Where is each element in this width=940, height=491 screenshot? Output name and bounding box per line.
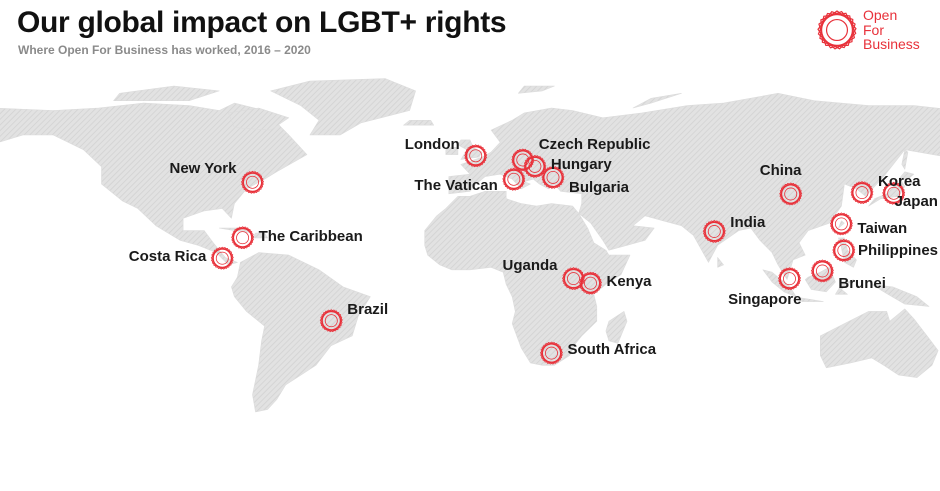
location-markers [210,144,906,365]
label-japan: Japan [894,193,938,211]
open-for-business-logo: Open For Business [815,6,935,54]
landmass-ireland [445,147,459,155]
landmass-new-guinea [871,284,930,307]
label-uganda: Uganda [502,256,558,274]
marker-brazil [319,309,343,333]
page-title: Our global impact on LGBT+ rights [17,6,507,39]
landmass-sri-lanka [717,257,724,268]
label-czech-republic: Czech Republic [538,136,651,153]
landmass-eurasia [448,93,940,280]
landmass-java [792,296,824,302]
label-brunei: Brunei [838,275,886,292]
marker-hungary [523,154,547,178]
landmass-taiwan [838,220,845,229]
landmass-baffin [228,107,290,131]
landmass-south-america [231,252,371,413]
logo-word-for: For [863,21,884,38]
landmass-hispaniola [252,232,268,239]
landmass-hokkaido [898,171,915,180]
landmass-novaya [632,93,682,109]
marker-the-caribbean [231,226,255,250]
marker-south-africa [540,341,563,365]
marker-the-vatican [502,167,526,191]
landmass-greenland [270,78,416,136]
label-brazil: Brazil [347,300,389,318]
label-bulgaria: Bulgaria [569,179,630,197]
marker-london [464,144,488,168]
landmass-sakhalin [901,149,909,170]
landmass-svalbard [518,85,555,94]
label-taiwan: Taiwan [857,219,908,237]
marker-india [702,220,726,243]
label-south-africa: South Africa [567,341,657,359]
marker-kenya [579,271,602,295]
marker-philippines [832,238,856,262]
marker-korea [850,181,874,205]
landmass-sulawesi [835,279,854,295]
landmass-north-america [0,102,308,266]
marker-bulgaria [541,165,565,189]
page-subtitle: Where Open For Business has worked, 2016… [18,43,311,57]
marker-brunei [810,259,834,283]
label-philippines: Philippines [858,242,939,260]
landmass-australia [820,308,939,378]
label-london: London [404,135,460,153]
label-new-york: New York [169,160,237,178]
logo-word-open: Open [863,7,898,23]
landmass-madagascar [605,311,628,344]
marker-new-york [241,170,264,194]
label-the-vatican: The Vatican [414,177,498,195]
marker-china [779,182,803,206]
label-korea: Korea [878,172,921,190]
marker-costa-rica [210,246,234,270]
label-hungary: Hungary [550,156,612,174]
label-costa-rica: Costa Rica [128,248,207,266]
label-singapore: Singapore [728,290,802,308]
marker-singapore [778,267,801,291]
label-the-caribbean: The Caribbean [258,227,363,245]
label-china: China [759,162,802,179]
landmass-iceland [403,120,434,126]
landmass-africa [424,191,631,366]
world-landmass [0,78,940,413]
logo-word-business: Business [863,36,920,52]
geometric-rose-icon [817,10,857,50]
label-kenya: Kenya [606,273,652,291]
label-india: India [730,213,766,231]
marker-japan [882,181,906,205]
landmass-canadian-islands [113,85,220,101]
marker-taiwan [829,212,853,236]
